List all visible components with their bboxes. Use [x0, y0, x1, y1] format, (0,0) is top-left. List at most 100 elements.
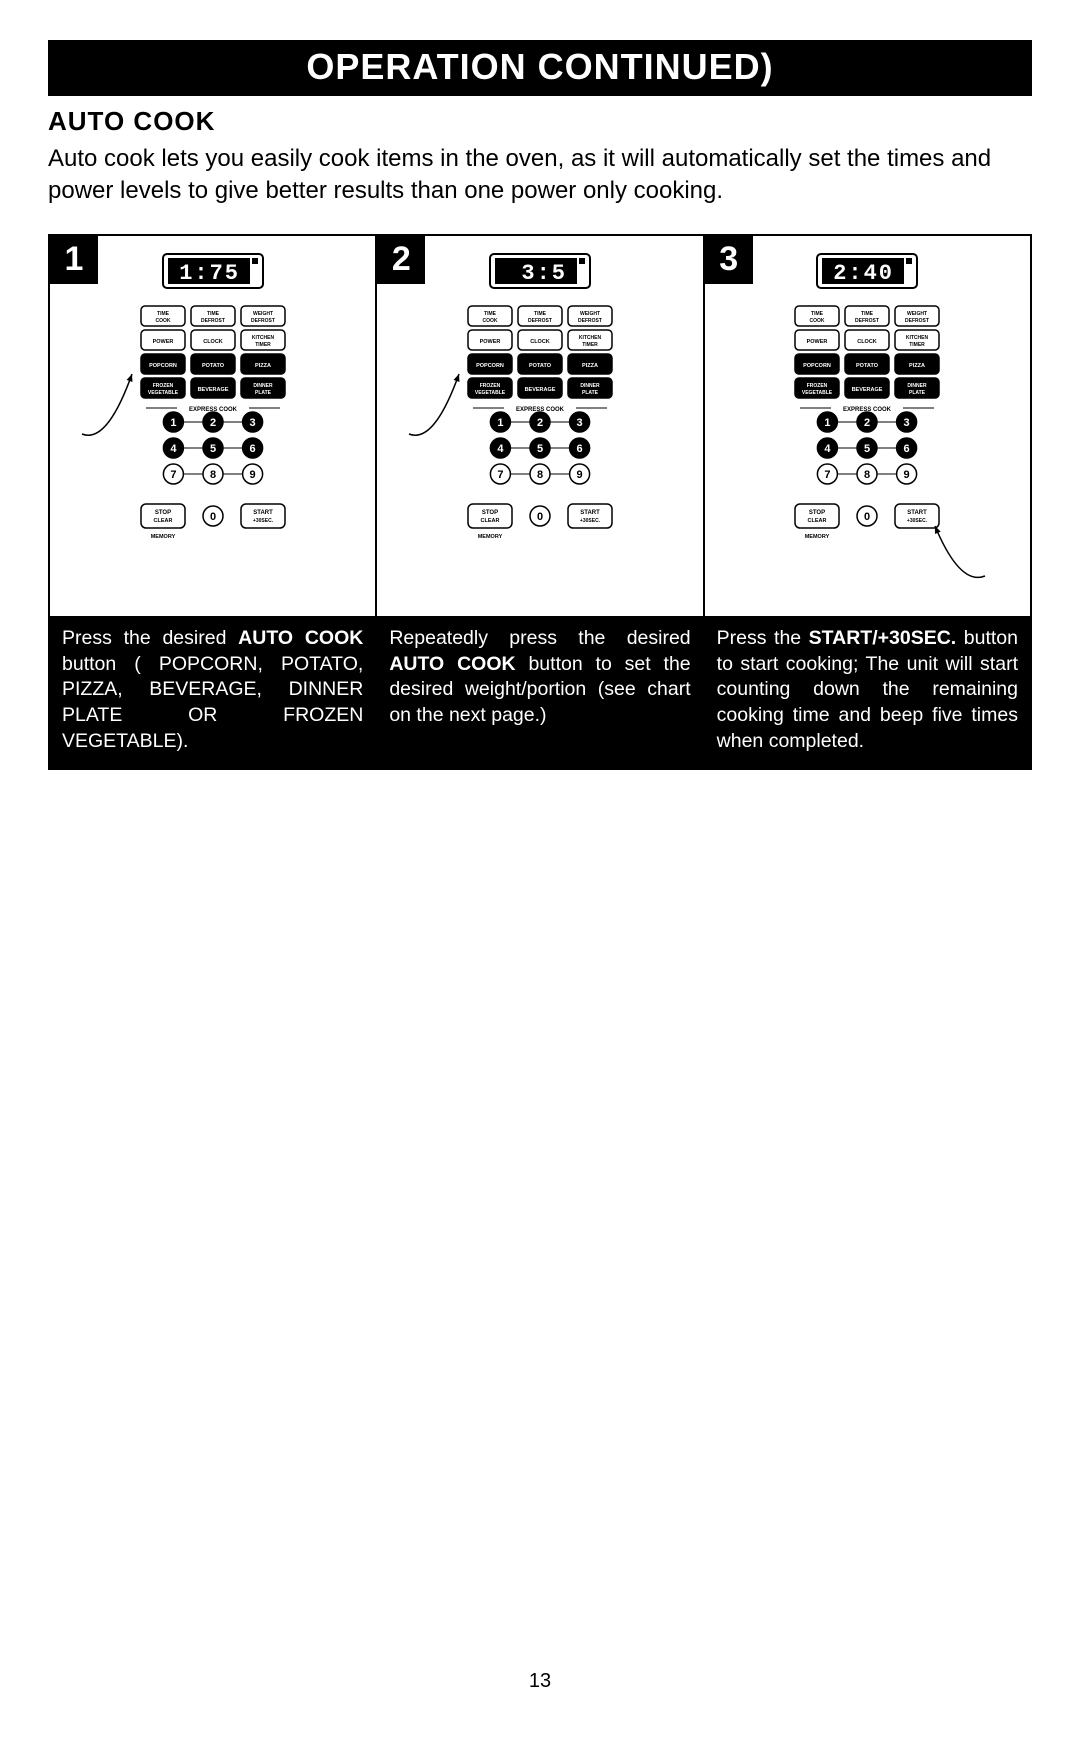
svg-text:DEFROST: DEFROST: [201, 318, 225, 324]
svg-text:PIZZA: PIZZA: [255, 363, 271, 369]
svg-text:TIMER: TIMER: [255, 342, 271, 348]
svg-text:CLEAR: CLEAR: [481, 518, 500, 524]
step-number: 3: [705, 236, 753, 284]
svg-text:1: 1: [497, 417, 503, 429]
svg-text:TIME: TIME: [157, 311, 170, 317]
svg-text:TIME: TIME: [207, 311, 220, 317]
svg-text:POPCORN: POPCORN: [803, 363, 831, 369]
svg-text:1: 1: [825, 417, 831, 429]
svg-text:POPCORN: POPCORN: [149, 363, 177, 369]
svg-text:KITCHEN: KITCHEN: [252, 335, 275, 341]
svg-text:DEFROST: DEFROST: [855, 318, 879, 324]
svg-text:1:75: 1:75: [179, 261, 240, 286]
svg-text:DEFROST: DEFROST: [905, 318, 929, 324]
svg-text:7: 7: [170, 469, 176, 481]
svg-text:2:40: 2:40: [834, 261, 895, 286]
intro-text: Auto cook lets you easily cook items in …: [48, 143, 1032, 208]
svg-text:BEVERAGE: BEVERAGE: [852, 387, 883, 393]
svg-text:WEIGHT: WEIGHT: [580, 311, 600, 317]
svg-text:7: 7: [825, 469, 831, 481]
svg-text:8: 8: [210, 469, 216, 481]
svg-text:4: 4: [497, 443, 504, 455]
svg-text:DEFROST: DEFROST: [578, 318, 602, 324]
svg-text:TIME: TIME: [861, 311, 874, 317]
step-caption: Repeatedly press the desired AUTO COOK b…: [377, 616, 702, 768]
svg-text:2: 2: [537, 417, 543, 429]
svg-text:POTATO: POTATO: [529, 363, 552, 369]
svg-text:4: 4: [170, 443, 177, 455]
svg-text:START: START: [908, 510, 928, 516]
svg-text:STOP: STOP: [155, 510, 171, 516]
svg-text:PLATE: PLATE: [909, 390, 926, 396]
svg-text:DEFROST: DEFROST: [528, 318, 552, 324]
svg-text:FROZEN: FROZEN: [807, 383, 828, 389]
svg-text:TIME: TIME: [484, 311, 497, 317]
svg-text:STOP: STOP: [809, 510, 825, 516]
svg-text:TIME: TIME: [811, 311, 824, 317]
svg-text:2: 2: [864, 417, 870, 429]
svg-text:DINNER: DINNER: [908, 383, 928, 389]
svg-text:PIZZA: PIZZA: [909, 363, 925, 369]
svg-text:BEVERAGE: BEVERAGE: [197, 387, 228, 393]
svg-text:VEGETABLE: VEGETABLE: [148, 390, 179, 396]
svg-text:CLEAR: CLEAR: [153, 518, 172, 524]
svg-text:BEVERAGE: BEVERAGE: [525, 387, 556, 393]
svg-text:POTATO: POTATO: [202, 363, 225, 369]
svg-text:POPCORN: POPCORN: [476, 363, 504, 369]
svg-text:9: 9: [904, 469, 910, 481]
svg-text:PLATE: PLATE: [255, 390, 272, 396]
svg-text:COOK: COOK: [810, 318, 825, 324]
svg-text:6: 6: [904, 443, 910, 455]
svg-text:COOK: COOK: [155, 318, 170, 324]
svg-text:4: 4: [825, 443, 832, 455]
svg-text:5: 5: [537, 443, 543, 455]
svg-text:+30SEC.: +30SEC.: [580, 518, 601, 524]
step-number: 1: [50, 236, 98, 284]
svg-text:0: 0: [864, 511, 870, 523]
step-illustration: 32:40TIMECOOKTIMEDEFROSTWEIGHTDEFROSTPOW…: [705, 236, 1030, 616]
svg-text:+30SEC.: +30SEC.: [907, 518, 928, 524]
svg-text:CLOCK: CLOCK: [203, 339, 223, 345]
svg-text:TIME: TIME: [534, 311, 547, 317]
svg-text:DINNER: DINNER: [253, 383, 273, 389]
svg-text:3: 3: [904, 417, 910, 429]
svg-text:5: 5: [210, 443, 216, 455]
svg-text:POTATO: POTATO: [856, 363, 879, 369]
step-caption: Press the START/+30SEC. button to start …: [705, 616, 1030, 769]
svg-text:PIZZA: PIZZA: [582, 363, 598, 369]
svg-text:+30SEC.: +30SEC.: [253, 518, 274, 524]
svg-text:POWER: POWER: [807, 339, 828, 345]
svg-text:MEMORY: MEMORY: [805, 534, 830, 540]
svg-text:FROZEN: FROZEN: [480, 383, 501, 389]
svg-text:CLEAR: CLEAR: [808, 518, 827, 524]
svg-text:POWER: POWER: [152, 339, 173, 345]
svg-text:0: 0: [537, 511, 543, 523]
step-illustration: 11:75TIMECOOKTIMEDEFROSTWEIGHTDEFROSTPOW…: [50, 236, 375, 616]
svg-text:VEGETABLE: VEGETABLE: [802, 390, 833, 396]
svg-text:9: 9: [249, 469, 255, 481]
svg-text:KITCHEN: KITCHEN: [906, 335, 929, 341]
svg-text:1: 1: [170, 417, 176, 429]
svg-text:3: 3: [577, 417, 583, 429]
svg-text:0: 0: [210, 511, 216, 523]
page-number: 13: [48, 1670, 1032, 1693]
svg-text:KITCHEN: KITCHEN: [579, 335, 602, 341]
svg-text:TIMER: TIMER: [582, 342, 598, 348]
svg-text:7: 7: [497, 469, 503, 481]
svg-text:TIMER: TIMER: [910, 342, 926, 348]
title-bar: OPERATION CONTINUED): [48, 40, 1032, 96]
svg-text:MEMORY: MEMORY: [478, 534, 503, 540]
svg-text:9: 9: [577, 469, 583, 481]
svg-text:FROZEN: FROZEN: [152, 383, 173, 389]
step-number: 2: [377, 236, 425, 284]
svg-text:2: 2: [210, 417, 216, 429]
svg-text:START: START: [580, 510, 600, 516]
svg-text:COOK: COOK: [482, 318, 497, 324]
svg-text:3: 3: [249, 417, 255, 429]
svg-text:DEFROST: DEFROST: [251, 318, 275, 324]
svg-text:DINNER: DINNER: [580, 383, 600, 389]
svg-text:POWER: POWER: [480, 339, 501, 345]
svg-text:5: 5: [864, 443, 870, 455]
svg-text:WEIGHT: WEIGHT: [253, 311, 273, 317]
svg-text:CLOCK: CLOCK: [858, 339, 878, 345]
